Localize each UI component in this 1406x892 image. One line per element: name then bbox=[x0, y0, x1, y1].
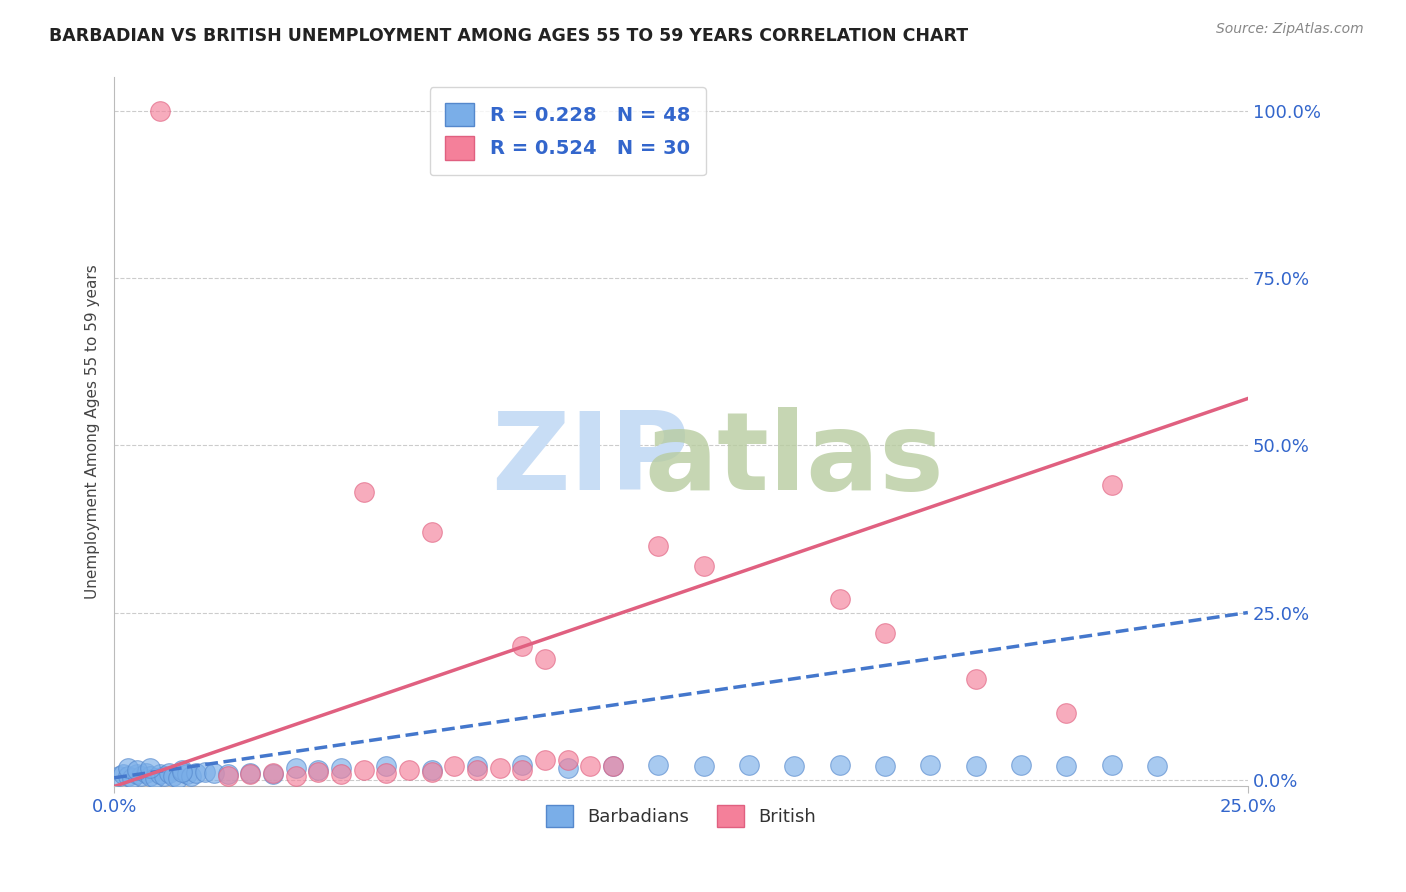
Point bbox=[557, 761, 579, 775]
Point bbox=[239, 766, 262, 780]
Point bbox=[157, 766, 180, 780]
Point bbox=[117, 761, 139, 775]
Point bbox=[1146, 759, 1168, 773]
Point bbox=[353, 485, 375, 500]
Point bbox=[262, 766, 284, 780]
Y-axis label: Unemployment Among Ages 55 to 59 years: Unemployment Among Ages 55 to 59 years bbox=[86, 265, 100, 599]
Point bbox=[307, 763, 329, 777]
Point bbox=[488, 761, 510, 775]
Point bbox=[534, 652, 557, 666]
Point bbox=[510, 763, 533, 777]
Point bbox=[184, 766, 207, 780]
Point bbox=[172, 764, 194, 779]
Point bbox=[112, 767, 135, 781]
Point bbox=[107, 769, 129, 783]
Point bbox=[135, 766, 157, 780]
Text: BARBADIAN VS BRITISH UNEMPLOYMENT AMONG AGES 55 TO 59 YEARS CORRELATION CHART: BARBADIAN VS BRITISH UNEMPLOYMENT AMONG … bbox=[49, 27, 969, 45]
Text: ZIP: ZIP bbox=[491, 408, 689, 513]
Point bbox=[1101, 478, 1123, 492]
Point bbox=[194, 764, 217, 779]
Text: atlas: atlas bbox=[644, 408, 945, 513]
Point bbox=[1101, 758, 1123, 772]
Point bbox=[307, 764, 329, 779]
Point bbox=[121, 771, 143, 785]
Point bbox=[217, 769, 239, 783]
Point bbox=[262, 767, 284, 781]
Point bbox=[692, 759, 714, 773]
Point bbox=[738, 758, 761, 772]
Point bbox=[420, 764, 443, 779]
Point bbox=[920, 758, 942, 772]
Point bbox=[828, 758, 851, 772]
Point bbox=[353, 763, 375, 777]
Point bbox=[534, 753, 557, 767]
Point bbox=[965, 673, 987, 687]
Point bbox=[180, 769, 202, 783]
Point bbox=[602, 759, 624, 773]
Point bbox=[125, 763, 148, 777]
Point bbox=[783, 759, 806, 773]
Point bbox=[398, 763, 420, 777]
Point bbox=[965, 759, 987, 773]
Point bbox=[166, 771, 188, 785]
Point bbox=[510, 639, 533, 653]
Point bbox=[465, 759, 488, 773]
Point bbox=[217, 767, 239, 781]
Point bbox=[443, 759, 465, 773]
Point bbox=[153, 769, 176, 783]
Point bbox=[329, 761, 352, 775]
Point bbox=[375, 759, 398, 773]
Point bbox=[172, 763, 194, 777]
Point bbox=[143, 771, 166, 785]
Point bbox=[557, 753, 579, 767]
Point bbox=[1010, 758, 1032, 772]
Point bbox=[239, 767, 262, 781]
Point bbox=[117, 769, 139, 783]
Point bbox=[148, 103, 170, 118]
Point bbox=[647, 539, 669, 553]
Point bbox=[579, 759, 602, 773]
Point bbox=[420, 763, 443, 777]
Point bbox=[162, 769, 184, 783]
Point bbox=[125, 767, 148, 781]
Point bbox=[375, 766, 398, 780]
Point bbox=[828, 592, 851, 607]
Point bbox=[1056, 706, 1078, 720]
Text: Source: ZipAtlas.com: Source: ZipAtlas.com bbox=[1216, 22, 1364, 37]
Point bbox=[465, 763, 488, 777]
Legend: Barbadians, British: Barbadians, British bbox=[538, 797, 823, 834]
Point bbox=[692, 558, 714, 573]
Point bbox=[284, 769, 307, 783]
Point bbox=[1056, 759, 1078, 773]
Point bbox=[148, 767, 170, 781]
Point bbox=[139, 761, 162, 775]
Point bbox=[202, 766, 225, 780]
Point bbox=[420, 525, 443, 540]
Point bbox=[873, 759, 896, 773]
Point bbox=[873, 625, 896, 640]
Point bbox=[131, 769, 153, 783]
Point bbox=[647, 758, 669, 772]
Point bbox=[284, 761, 307, 775]
Point bbox=[602, 759, 624, 773]
Point bbox=[329, 767, 352, 781]
Point bbox=[510, 758, 533, 772]
Point bbox=[139, 769, 162, 783]
Point bbox=[176, 767, 198, 781]
